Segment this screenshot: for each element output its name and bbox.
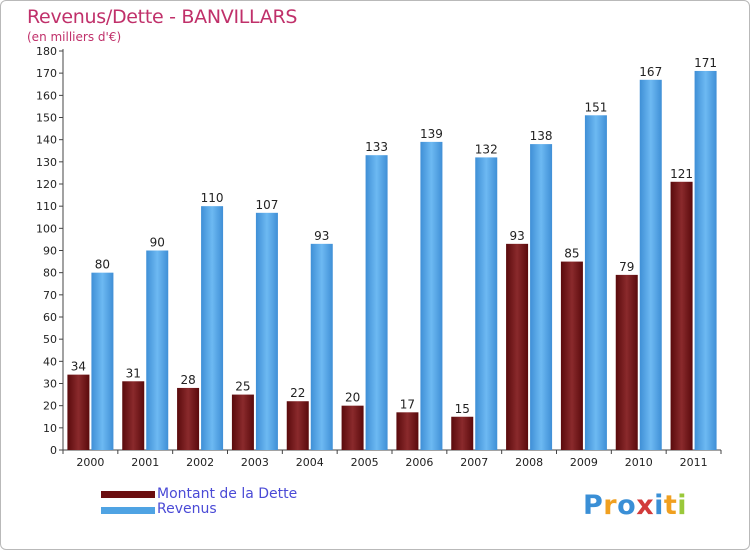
y-tick-label: 170: [36, 67, 57, 80]
proxiti-logo: Proxiti: [583, 490, 687, 521]
bar-revenus: [255, 212, 278, 450]
logo-letter: i: [654, 490, 664, 521]
data-label-debt: 93: [509, 229, 524, 243]
y-tick-label: 140: [36, 134, 57, 147]
legend-swatch-revenus: [101, 507, 155, 514]
data-label-revenus: 151: [584, 100, 607, 114]
x-tick-label: 2005: [351, 456, 379, 469]
data-label-revenus: 133: [365, 140, 388, 154]
logo-letter: i: [677, 490, 688, 521]
x-tick-label: 2009: [570, 456, 598, 469]
legend-label-revenus: Revenus: [157, 501, 217, 517]
bar-revenus: [584, 115, 607, 451]
data-label-revenus: 167: [639, 65, 662, 79]
bar-debt: [615, 274, 638, 450]
legend-swatch-debt: [101, 491, 155, 498]
data-label-revenus: 80: [95, 258, 110, 272]
x-tick-label: 2010: [625, 456, 653, 469]
y-tick-label: 100: [36, 222, 57, 235]
data-label-revenus: 138: [530, 129, 553, 143]
y-tick-label: 50: [43, 333, 57, 346]
data-label-debt: 15: [455, 402, 470, 416]
data-label-debt: 31: [126, 366, 141, 380]
x-tick-label: 2011: [680, 456, 708, 469]
x-tick-label: 2004: [296, 456, 324, 469]
bar-revenus: [694, 70, 717, 450]
y-tick-label: 130: [36, 156, 57, 169]
bar-revenus: [530, 144, 553, 450]
data-label-debt: 17: [400, 397, 415, 411]
legend-label-debt: Montant de la Dette: [157, 486, 298, 502]
logo-letter: x: [636, 490, 655, 521]
data-label-debt: 25: [235, 380, 250, 394]
bar-debt: [396, 412, 419, 450]
bar-revenus: [475, 157, 498, 450]
x-tick-label: 2001: [131, 456, 159, 469]
bar-revenus: [201, 206, 224, 450]
bar-debt: [122, 381, 145, 450]
bar-debt: [67, 374, 90, 450]
bar-debt: [286, 401, 309, 450]
bar-debt: [560, 261, 583, 450]
x-tick-label: 2000: [76, 456, 104, 469]
logo-letter: o: [617, 490, 637, 521]
data-label-debt: 20: [345, 391, 360, 405]
chart-title: Revenus/Dette - BANVILLARS: [27, 6, 298, 28]
y-tick-label: 30: [43, 378, 57, 391]
bar-revenus: [365, 155, 388, 450]
y-tick-label: 120: [36, 178, 57, 191]
bar-revenus: [310, 243, 333, 450]
y-tick-label: 90: [43, 245, 57, 258]
y-tick-label: 80: [43, 267, 57, 280]
y-tick-label: 70: [43, 289, 57, 302]
x-tick-label: 2003: [241, 456, 269, 469]
y-tick-label: 10: [43, 422, 57, 435]
data-label-revenus: 132: [475, 142, 498, 156]
logo-letter: P: [583, 490, 604, 521]
bar-revenus: [639, 79, 662, 451]
y-tick-label: 150: [36, 112, 57, 125]
bar-revenus: [146, 250, 169, 450]
bar-debt: [341, 405, 364, 450]
data-label-debt: 34: [71, 360, 86, 374]
data-label-debt: 85: [564, 247, 579, 261]
y-tick-label: 0: [50, 444, 57, 457]
x-tick-label: 2006: [405, 456, 433, 469]
y-tick-label: 110: [36, 200, 57, 213]
logo-letter: r: [603, 490, 618, 521]
bar-debt: [670, 181, 693, 451]
y-tick-label: 20: [43, 400, 57, 413]
y-tick-label: 160: [36, 89, 57, 102]
data-label-revenus: 90: [150, 236, 165, 250]
y-tick-label: 180: [36, 45, 57, 58]
bar-debt: [231, 394, 254, 450]
x-tick-label: 2002: [186, 456, 214, 469]
logo-letter: t: [663, 490, 678, 521]
data-label-debt: 28: [180, 373, 195, 387]
bar-revenus: [420, 141, 443, 450]
x-tick-label: 2007: [460, 456, 488, 469]
x-tick-label: 2008: [515, 456, 543, 469]
bar-revenus: [91, 272, 114, 450]
bar-debt: [451, 416, 474, 450]
data-label-revenus: 107: [255, 198, 278, 212]
y-tick-label: 40: [43, 355, 57, 368]
chart-subtitle: (en milliers d'€): [27, 30, 122, 44]
data-label-revenus: 110: [201, 191, 224, 205]
data-label-debt: 22: [290, 386, 305, 400]
data-label-revenus: 139: [420, 127, 443, 141]
data-label-debt: 79: [619, 260, 634, 274]
y-tick-label: 60: [43, 311, 57, 324]
data-label-revenus: 93: [314, 229, 329, 243]
bar-debt: [506, 243, 529, 450]
data-label-revenus: 171: [694, 56, 717, 70]
data-label-debt: 121: [670, 167, 693, 181]
bar-debt: [177, 387, 200, 450]
